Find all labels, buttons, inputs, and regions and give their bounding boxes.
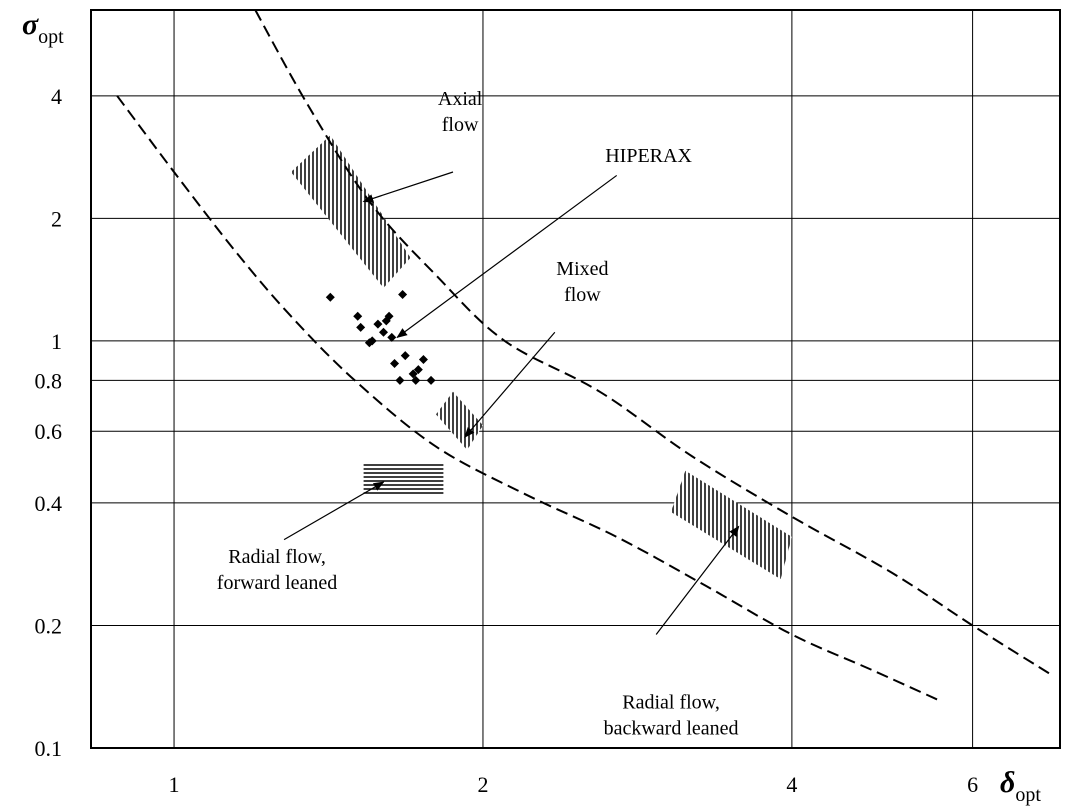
annotation-label: Radial flow, backward leaned — [604, 692, 739, 740]
tick-labels: 1 2 4 6 0.1 0.2 0.4 0.6 0.8 1 2 4 — [35, 84, 979, 797]
data-point — [387, 332, 397, 342]
annotation-label: HIPERAX — [605, 145, 692, 167]
data-point — [379, 327, 389, 337]
hatched-region — [671, 470, 792, 580]
data-point — [418, 355, 428, 365]
data-point — [408, 369, 418, 379]
data-point — [353, 311, 363, 321]
y-axis-title: σopt — [22, 8, 64, 48]
data-point — [325, 292, 335, 302]
boundary-curve — [254, 9, 1055, 678]
annotation-label: Radial flow, forward leaned — [217, 546, 338, 594]
x-tick-label: 1 — [169, 772, 180, 797]
data-point — [356, 322, 366, 332]
y-tick-label: 0.8 — [35, 368, 63, 393]
grid — [90, 9, 1061, 749]
data-point — [413, 365, 423, 375]
data-point — [398, 290, 408, 300]
annotation-label: Axial flow — [438, 88, 483, 136]
x-axis-title: δopt — [1000, 766, 1041, 806]
y-tick-label: 0.6 — [35, 419, 63, 444]
hiperax-points — [325, 290, 436, 385]
hatched-region — [363, 463, 444, 495]
hatched-region — [436, 391, 483, 450]
y-tick-label: 2 — [51, 206, 62, 231]
annotation-arrow — [362, 171, 454, 203]
annotation-arrow — [396, 174, 618, 339]
data-point — [426, 375, 436, 385]
hatched-regions — [291, 135, 792, 580]
annotation-arrow — [464, 331, 556, 439]
data-point — [381, 316, 391, 326]
data-point — [390, 359, 400, 369]
annotation-arrow — [283, 481, 385, 541]
annotation-arrow — [655, 525, 740, 635]
hatched-region — [291, 135, 411, 288]
plot-frame — [90, 9, 1061, 749]
y-tick-label: 0.2 — [35, 613, 63, 638]
y-tick-label: 4 — [51, 84, 62, 109]
data-point — [411, 375, 421, 385]
annotation-label: Mixed flow — [556, 258, 608, 306]
data-point — [364, 338, 374, 348]
annotations: Axial flow HIPERAX Mixed flow Radial flow, for… — [217, 88, 740, 740]
y-tick-label: 1 — [51, 329, 62, 354]
y-tick-label: 0.1 — [35, 736, 63, 761]
data-point — [373, 319, 383, 329]
x-tick-label: 6 — [967, 772, 978, 797]
axis-titles: σopt δopt — [22, 8, 1041, 806]
data-point — [395, 375, 405, 385]
data-point — [400, 351, 410, 361]
boundary-curve — [116, 95, 943, 703]
boundary-curves — [116, 9, 1055, 703]
x-tick-label: 2 — [477, 772, 488, 797]
x-tick-label: 4 — [786, 772, 797, 797]
y-tick-label: 0.4 — [35, 491, 63, 516]
